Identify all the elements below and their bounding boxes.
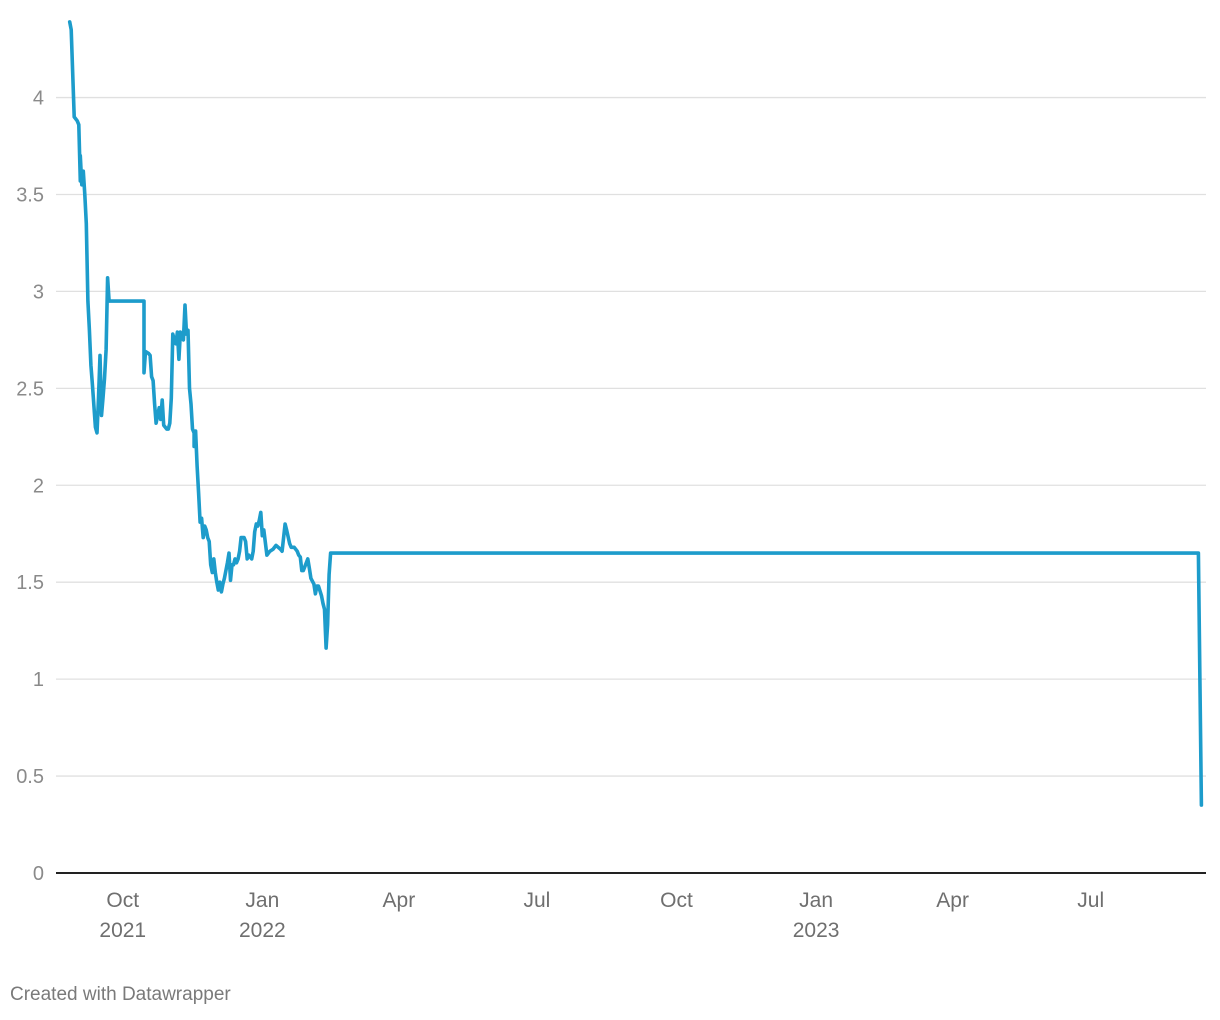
x-tick-label: Apr <box>383 889 416 912</box>
x-tick-year-label: 2021 <box>99 919 146 942</box>
y-tick-label: 1.5 <box>16 572 44 594</box>
x-tick-year-label: 2023 <box>793 919 840 942</box>
y-tick-label: 3.5 <box>16 184 44 206</box>
y-tick-label: 3 <box>33 281 44 303</box>
x-tick-label: Jan <box>799 889 833 912</box>
x-tick-year-label: 2022 <box>239 919 286 942</box>
y-tick-label: 2.5 <box>16 378 44 400</box>
gridlines <box>56 96 1206 777</box>
x-tick-label: Jul <box>524 889 551 912</box>
y-tick-label: 0 <box>33 863 44 885</box>
x-axis-tick-labels: Oct 2021 Jan 2022 Apr Jul Oct Jan 2023 Apr Jul <box>99 889 1104 942</box>
series-lines <box>67 20 1204 807</box>
y-tick-label: 1 <box>33 669 44 691</box>
y-tick-label: 2 <box>33 475 44 497</box>
x-tick-label: Jul <box>1077 889 1104 912</box>
x-tick-label: Jan <box>245 889 279 912</box>
series-line <box>67 20 1204 807</box>
x-tick-label: Apr <box>936 889 969 912</box>
x-tick-label: Oct <box>660 889 693 912</box>
y-axis-tick-labels: 0 0.5 1 1.5 2 2.5 3 3.5 4 <box>16 88 44 885</box>
datawrapper-credit: Created with Datawrapper <box>10 984 231 1005</box>
y-tick-label: 4 <box>33 88 44 110</box>
x-tick-label: Oct <box>106 889 139 912</box>
y-tick-label: 0.5 <box>16 766 44 788</box>
